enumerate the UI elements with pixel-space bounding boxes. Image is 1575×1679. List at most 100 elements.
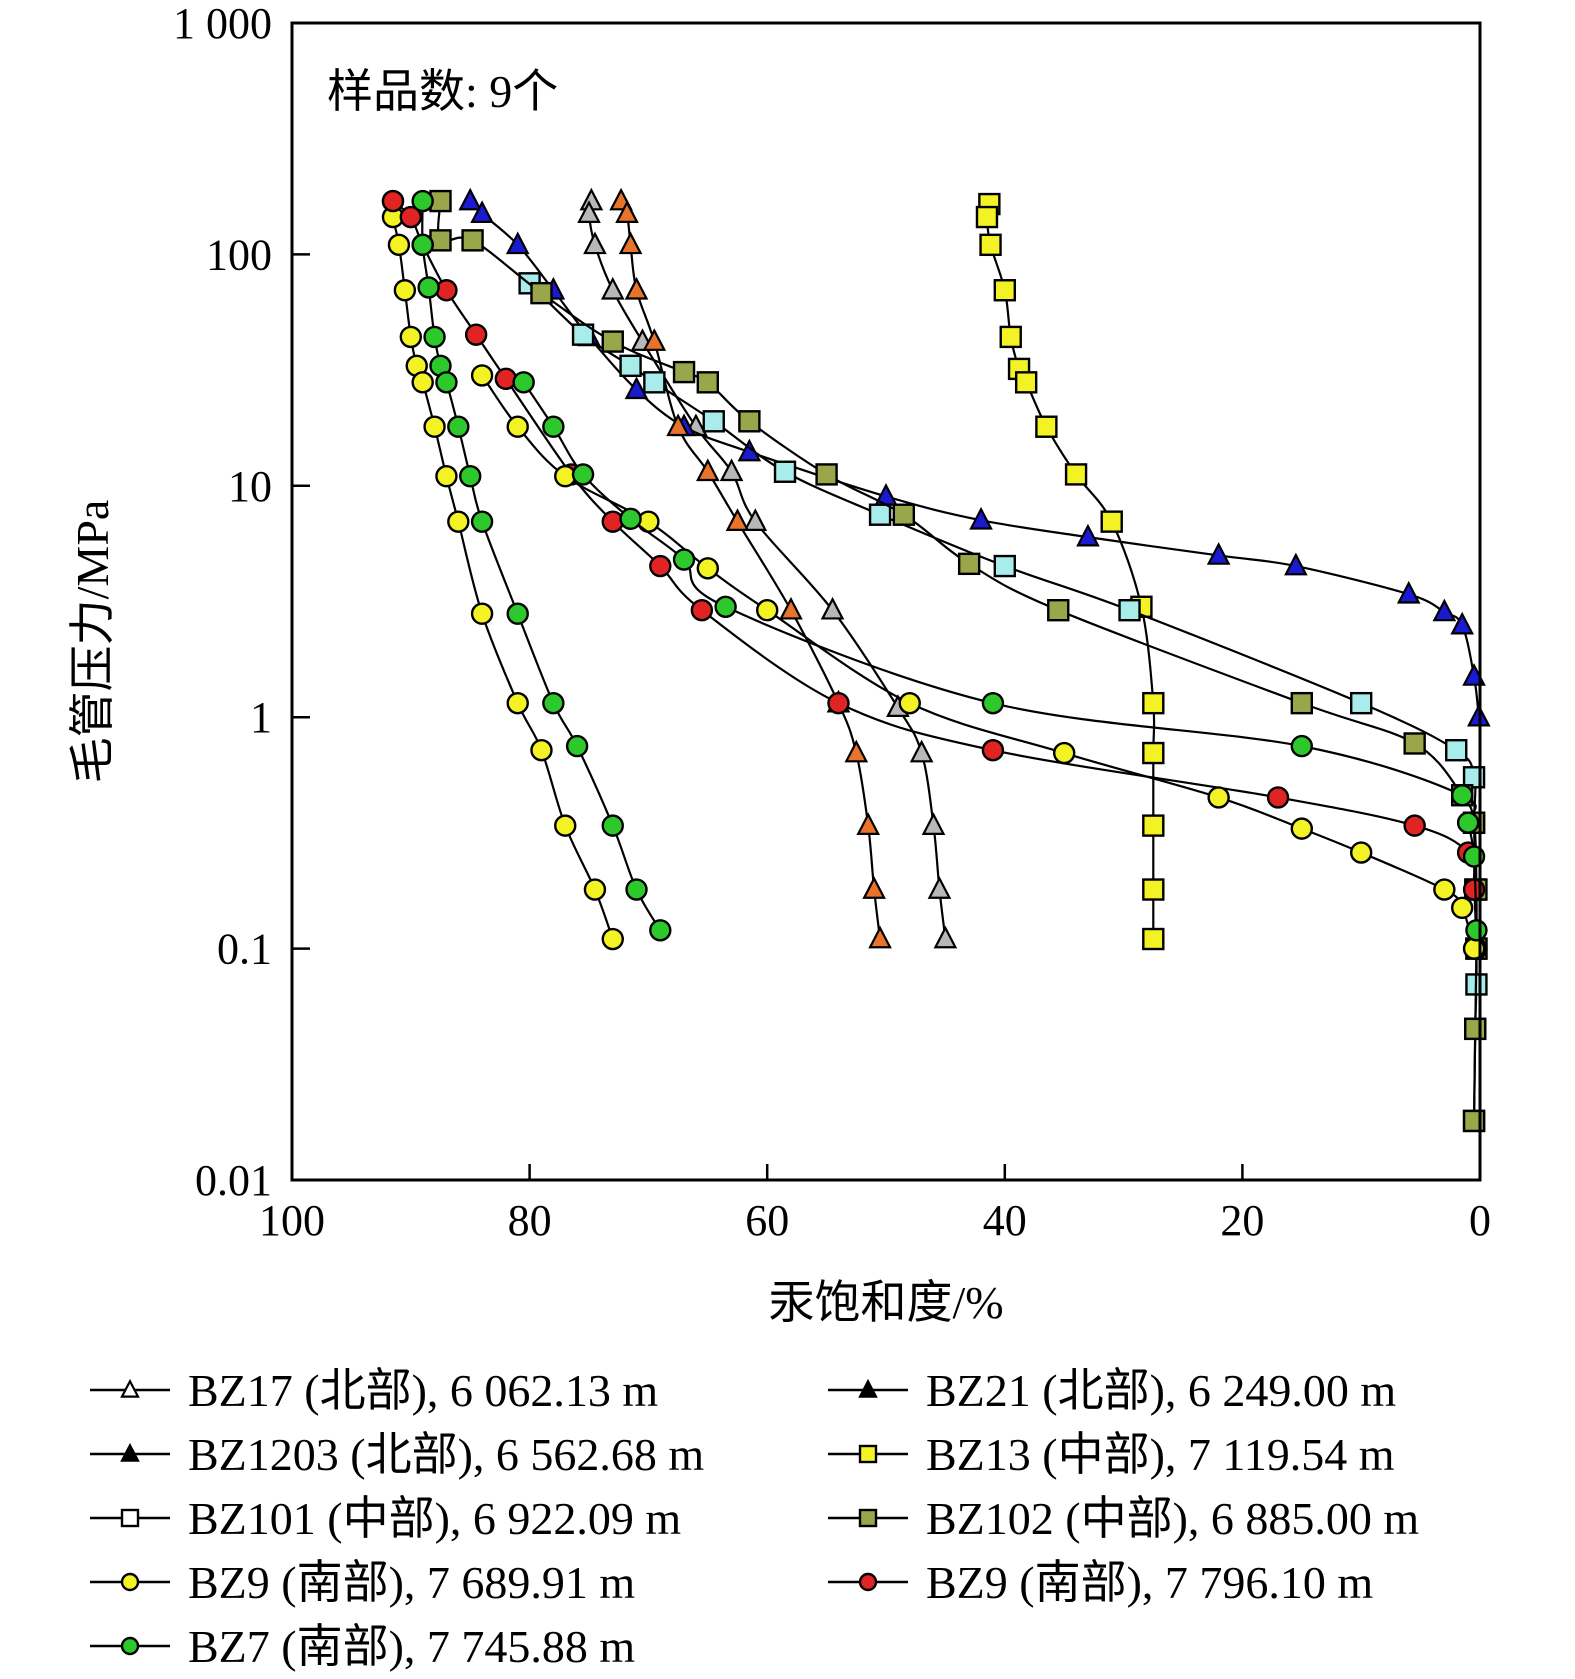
data-point bbox=[1290, 691, 1314, 715]
data-point bbox=[672, 548, 696, 571]
data-point bbox=[470, 200, 494, 224]
data-point bbox=[435, 371, 458, 394]
legend-marker bbox=[858, 1508, 878, 1528]
data-point bbox=[1284, 552, 1308, 576]
data-point bbox=[600, 276, 625, 300]
data-point bbox=[892, 503, 916, 526]
data-point bbox=[461, 229, 484, 252]
data-point bbox=[743, 508, 768, 531]
data-point bbox=[459, 465, 482, 488]
data-point bbox=[868, 503, 892, 526]
legend-label: BZ101 (中部), 6 922.09 m bbox=[188, 1493, 681, 1544]
data-point bbox=[624, 376, 649, 400]
data-point bbox=[470, 364, 494, 387]
data-point bbox=[381, 189, 405, 213]
data-point bbox=[542, 415, 565, 438]
data-point bbox=[649, 919, 672, 942]
series-layer bbox=[381, 187, 1491, 1133]
data-point bbox=[1445, 739, 1468, 762]
data-point bbox=[999, 325, 1022, 349]
data-point bbox=[1403, 732, 1426, 755]
data-point bbox=[779, 596, 803, 620]
data-point bbox=[981, 691, 1005, 715]
data-point bbox=[643, 371, 666, 394]
data-point bbox=[1290, 817, 1314, 840]
data-point bbox=[827, 691, 850, 715]
data-point bbox=[695, 458, 720, 482]
data-point bbox=[583, 878, 607, 901]
x-tick-label: 60 bbox=[745, 1196, 789, 1245]
data-point bbox=[714, 595, 737, 618]
data-point bbox=[615, 200, 639, 224]
data-point bbox=[411, 371, 434, 394]
legend-item: BZ7 (南部), 7 745.88 m bbox=[90, 1621, 635, 1672]
data-point bbox=[738, 410, 761, 433]
data-point bbox=[1432, 598, 1457, 622]
data-point bbox=[399, 325, 422, 349]
data-point bbox=[1456, 811, 1480, 834]
data-point bbox=[725, 508, 750, 531]
data-point bbox=[1266, 786, 1290, 809]
legend-marker bbox=[858, 1444, 878, 1464]
data-point bbox=[506, 602, 529, 625]
legend-item: BZ9 (南部), 7 689.91 m bbox=[90, 1557, 635, 1608]
data-point bbox=[1014, 371, 1038, 394]
data-point bbox=[1142, 814, 1165, 837]
legend-item: BZ101 (中部), 6 922.09 m bbox=[90, 1493, 681, 1544]
data-point bbox=[1206, 542, 1231, 565]
data-point bbox=[979, 233, 1002, 257]
x-tick-label: 40 bbox=[983, 1196, 1027, 1245]
legend-marker bbox=[120, 1442, 140, 1462]
legend-label: BZ102 (中部), 6 885.00 m bbox=[926, 1493, 1419, 1544]
data-point bbox=[618, 231, 643, 255]
x-tick-label: 0 bbox=[1469, 1196, 1491, 1245]
y-axis-title: 毛管压力/MPa bbox=[67, 500, 118, 784]
legend-label: BZ21 (北部), 6 249.00 m bbox=[926, 1365, 1396, 1416]
data-point bbox=[458, 187, 483, 211]
legend: BZ17 (北部), 6 062.13 m BZ21 (北部), 6 249.00… bbox=[90, 1365, 1419, 1672]
data-point bbox=[1450, 896, 1474, 920]
data-point bbox=[423, 415, 446, 438]
x-tick-label: 100 bbox=[259, 1196, 325, 1245]
data-point bbox=[447, 415, 470, 438]
sample-count-annotation: 样品数: 9个 bbox=[327, 66, 558, 117]
data-point bbox=[470, 602, 494, 625]
data-point bbox=[1465, 919, 1488, 942]
data-point bbox=[1349, 691, 1373, 715]
legend-label: BZ1203 (北部), 6 562.68 m bbox=[188, 1429, 704, 1480]
legend-item: BZ9 (南部), 7 796.10 m bbox=[828, 1557, 1373, 1608]
legend-marker bbox=[858, 1572, 878, 1592]
data-point bbox=[505, 231, 530, 255]
legend-item: BZ1203 (北部), 6 562.68 m bbox=[90, 1429, 704, 1480]
data-point bbox=[1433, 878, 1456, 901]
data-point bbox=[417, 276, 440, 299]
y-tick-label: 0.1 bbox=[217, 925, 272, 974]
legend-item: BZ13 (中部), 7 119.54 m bbox=[828, 1429, 1395, 1480]
data-point bbox=[1100, 510, 1123, 533]
data-point bbox=[625, 878, 648, 901]
legend-item: BZ102 (中部), 6 885.00 m bbox=[828, 1493, 1419, 1544]
data-point bbox=[554, 814, 577, 837]
data-point bbox=[1047, 599, 1070, 622]
data-point bbox=[868, 925, 892, 949]
data-point bbox=[1142, 878, 1165, 901]
data-point bbox=[1052, 741, 1076, 765]
x-axis-title: 汞饱和度/% bbox=[768, 1277, 1003, 1328]
legend-label: BZ9 (南部), 7 689.91 m bbox=[188, 1557, 635, 1608]
series-group bbox=[609, 187, 892, 949]
data-point bbox=[975, 205, 999, 229]
series-line bbox=[522, 381, 1478, 931]
data-point bbox=[927, 876, 952, 899]
data-point bbox=[530, 281, 553, 305]
data-point bbox=[993, 554, 1016, 578]
data-point bbox=[1450, 611, 1474, 635]
data-point bbox=[1076, 523, 1100, 547]
plot-area-frame bbox=[290, 21, 1482, 1182]
data-point bbox=[1450, 784, 1474, 807]
series-line bbox=[469, 200, 1480, 718]
data-point bbox=[1064, 463, 1088, 486]
legend-marker bbox=[120, 1636, 140, 1656]
data-point bbox=[601, 330, 624, 353]
data-point bbox=[411, 233, 434, 257]
data-point bbox=[1035, 415, 1058, 438]
